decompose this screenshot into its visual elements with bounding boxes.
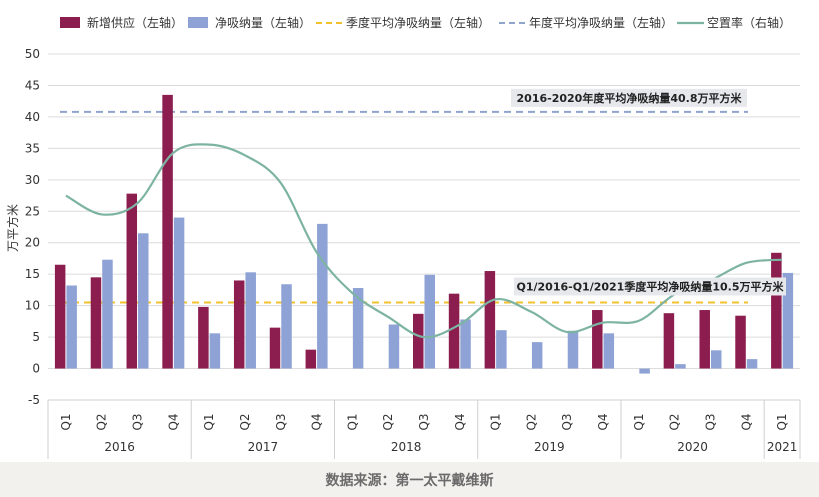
x-tick-label: Q4	[739, 413, 753, 430]
x-tick-label: Q1	[59, 413, 73, 430]
bar	[782, 272, 794, 369]
annotation-label: Q1/2016-Q1/2021季度平均净吸纳量10.5万平方米	[517, 279, 785, 293]
x-tick-label: Q4	[310, 413, 324, 430]
legend-label: 空置率（右轴）	[707, 15, 791, 30]
bar	[162, 94, 173, 369]
bar	[209, 333, 221, 369]
x-tick-label: Q1	[489, 413, 503, 430]
bar	[66, 285, 77, 369]
bar	[388, 324, 400, 369]
legend-swatch	[60, 17, 80, 28]
x-tick-label: Q3	[131, 413, 145, 430]
y-tick-label: 40	[25, 110, 40, 124]
year-label: 2019	[534, 440, 565, 454]
vacancy-line-path	[65, 143, 783, 339]
bar	[699, 310, 710, 369]
y-tick-label: 50	[25, 47, 40, 61]
y-tick-label: 30	[25, 173, 40, 187]
bar	[746, 359, 758, 369]
bar	[54, 264, 66, 369]
legend-swatch	[188, 17, 208, 28]
x-tick-label: Q4	[166, 413, 180, 430]
bars	[54, 94, 794, 374]
annotation-box	[514, 277, 786, 296]
bar	[90, 277, 102, 369]
source-note: 数据来源：第一太平戴维斯	[325, 473, 494, 489]
x-tick-label: Q2	[95, 413, 109, 430]
bar	[138, 233, 149, 369]
x-tick-label: Q2	[381, 413, 395, 430]
bar	[233, 280, 245, 369]
bar	[424, 274, 435, 369]
y-tick-label: 25	[25, 204, 40, 218]
bar	[269, 327, 281, 369]
bar	[567, 330, 579, 369]
bar	[126, 193, 138, 369]
year-label: 2018	[391, 440, 422, 454]
legend-label: 季度平均净吸纳量（左轴）	[346, 15, 490, 30]
bar	[413, 313, 424, 369]
x-tick-label: Q1	[202, 413, 216, 430]
bar	[735, 315, 746, 369]
footer-band	[0, 462, 819, 497]
chart: 新增供应（左轴） 净吸纳量（左轴） 季度平均净吸纳量（左轴） 年度平均净吸纳量（左轴）…	[5, 15, 801, 459]
bar	[771, 252, 782, 369]
x-tick-label: Q4	[453, 413, 467, 430]
bar	[448, 293, 460, 369]
bar	[639, 368, 650, 374]
x-tick-label: Q3	[417, 413, 431, 430]
y-tick-label: -5	[28, 393, 40, 407]
annotation-box	[511, 88, 747, 107]
y-tick-label: 10	[25, 299, 40, 313]
x-tick-label: Q3	[274, 413, 288, 430]
annotation-label: 2016-2020年度平均净吸纳量40.8万平方米	[517, 91, 743, 105]
bar	[281, 284, 292, 369]
x-tick-label: Q1	[345, 413, 359, 430]
y-tick-label: 45	[25, 78, 40, 92]
bar	[710, 350, 722, 369]
y-tick-label: 5	[32, 330, 40, 344]
x-tick-label: Q4	[596, 413, 610, 430]
legend: 新增供应（左轴） 净吸纳量（左轴） 季度平均净吸纳量（左轴） 年度平均净吸纳量（左轴）…	[60, 15, 791, 30]
x-tick-label: Q2	[524, 413, 538, 430]
x-tick-label: Q3	[560, 413, 574, 430]
bar	[675, 364, 686, 369]
y-tick-label: 15	[25, 267, 40, 281]
bar	[245, 272, 256, 369]
y-tick-label: 0	[32, 362, 40, 376]
legend-label: 年度平均净吸纳量（左轴）	[529, 15, 673, 30]
bar	[352, 288, 364, 369]
vacancy-line	[65, 143, 783, 339]
x-tick-label: Q1	[775, 413, 789, 430]
bar	[592, 310, 603, 369]
legend-label: 净吸纳量（左轴）	[215, 15, 311, 30]
annotations: 2016-2020年度平均净吸纳量40.8万平方米 Q1/2016-Q1/2021…	[511, 88, 786, 296]
bar	[317, 223, 328, 369]
bar	[603, 333, 615, 369]
x-tick-label: Q2	[238, 413, 252, 430]
y-axis-label: 万平方米	[5, 204, 20, 252]
year-label: 2016	[104, 440, 135, 454]
bar	[102, 259, 113, 369]
y-tick-label: 35	[25, 141, 40, 155]
year-label: 2021	[767, 440, 798, 454]
bar	[460, 319, 471, 369]
y-axis: -5 0 5 10 15 20 25 30 35 40 45 50	[25, 47, 40, 407]
bar	[496, 330, 507, 369]
y-tick-label: 20	[25, 236, 40, 250]
x-tick-label: Q1	[632, 413, 646, 430]
bar	[173, 217, 185, 369]
bar	[484, 271, 496, 369]
bar	[531, 342, 543, 369]
bar	[198, 306, 209, 369]
bar	[663, 313, 675, 369]
x-tick-label: Q3	[703, 413, 717, 430]
year-label: 2020	[677, 440, 708, 454]
year-label: 2017	[248, 440, 279, 454]
bar	[305, 349, 317, 369]
x-tick-label: Q2	[668, 413, 682, 430]
x-axis: Q1 Q2 Q3 Q4 Q1 Q2 Q3 Q4 Q1 Q2 Q3 Q4 Q1 Q2 Q3 Q4 Q1 Q2 Q3 Q4…	[47, 399, 801, 459]
legend-label: 新增供应（左轴）	[87, 15, 183, 30]
